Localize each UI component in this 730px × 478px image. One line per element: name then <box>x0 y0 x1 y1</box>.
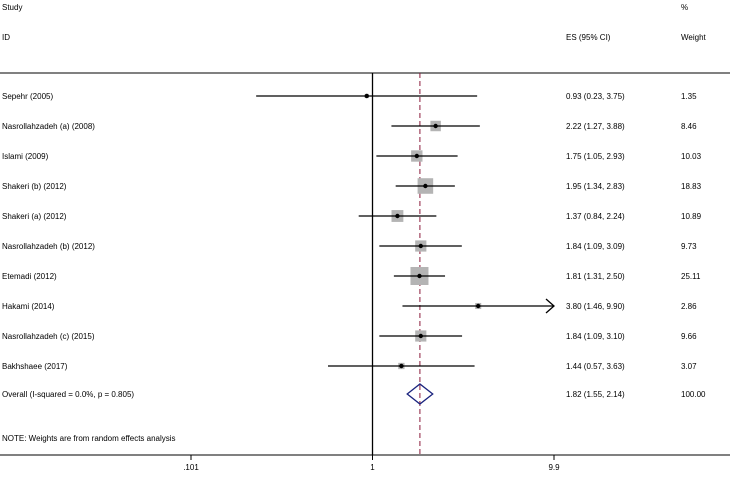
study-row: Bakhshaee (2017) 1.44 (0.57, 3.63) 3.07 <box>2 362 697 371</box>
study-rows: Sepehr (2005) 0.93 (0.23, 3.75) 1.35 Nasrol… <box>2 92 702 371</box>
study-weight-text: 10.03 <box>681 152 702 161</box>
point-estimate <box>364 93 369 99</box>
weight-percent-header: % <box>681 3 688 12</box>
point-estimate <box>395 213 400 219</box>
x-tick-label: 9.9 <box>548 463 560 472</box>
weight-column-header: Weight <box>681 33 707 42</box>
study-es-text: 1.75 (1.05, 2.93) <box>566 152 625 161</box>
study-row: Nasrollahzadeh (a) (2008) 2.22 (1.27, 3.8… <box>2 120 697 132</box>
study-row: Nasrollahzadeh (b) (2012) 1.84 (1.09, 3.0… <box>2 240 697 252</box>
study-name: Nasrollahzadeh (c) (2015) <box>2 332 95 341</box>
study-weight-text: 8.46 <box>681 122 697 131</box>
study-name: Shakeri (a) (2012) <box>2 212 67 221</box>
study-row: Shakeri (b) (2012) 1.95 (1.34, 2.83) 18.83 <box>2 178 702 194</box>
overall-weight-text: 100.00 <box>681 390 706 399</box>
study-es-text: 2.22 (1.27, 3.88) <box>566 122 625 131</box>
study-weight-text: 10.89 <box>681 212 702 221</box>
study-row: Shakeri (a) (2012) 1.37 (0.84, 2.24) 10.89 <box>2 210 702 222</box>
point-estimate <box>475 303 481 309</box>
study-es-text: 3.80 (1.46, 9.90) <box>566 302 625 311</box>
study-name: Etemadi (2012) <box>2 272 57 281</box>
study-es-text: 1.95 (1.34, 2.83) <box>566 182 625 191</box>
study-row: Hakami (2014) 3.80 (1.46, 9.90) 2.86 <box>2 298 697 314</box>
study-weight-text: 18.83 <box>681 182 702 191</box>
overall-es-text: 1.82 (1.55, 2.14) <box>566 390 625 399</box>
overall-diamond <box>406 383 434 405</box>
study-es-text: 0.93 (0.23, 3.75) <box>566 92 625 101</box>
study-es-text: 1.84 (1.09, 3.10) <box>566 332 625 341</box>
study-name: Shakeri (b) (2012) <box>2 182 67 191</box>
es-column-header: ES (95% CI) <box>566 33 611 42</box>
point-estimate <box>399 363 404 369</box>
study-row: Etemadi (2012) 1.81 (1.31, 2.50) 25.11 <box>2 267 701 285</box>
x-tick-label: 1 <box>370 463 375 472</box>
study-weight-text: 3.07 <box>681 362 697 371</box>
study-name: Nasrollahzadeh (a) (2008) <box>2 122 95 131</box>
point-estimate <box>414 153 420 159</box>
study-weight-text: 9.73 <box>681 242 697 251</box>
study-name: Islami (2009) <box>2 152 49 161</box>
ci-truncation-arrow <box>545 298 555 314</box>
study-es-text: 1.84 (1.09, 3.09) <box>566 242 625 251</box>
id-column-header: ID <box>2 33 10 42</box>
study-row: Nasrollahzadeh (c) (2015) 1.84 (1.09, 3.1… <box>2 330 697 342</box>
study-weight-text: 25.11 <box>681 272 701 281</box>
study-name: Sepehr (2005) <box>2 92 53 101</box>
study-es-text: 1.44 (0.57, 3.63) <box>566 362 625 371</box>
study-name: Nasrollahzadeh (b) (2012) <box>2 242 95 251</box>
study-name: Hakami (2014) <box>2 302 55 311</box>
study-es-text: 1.37 (0.84, 2.24) <box>566 212 625 221</box>
note-text: NOTE: Weights are from random effects an… <box>2 434 176 443</box>
study-weight-text: 9.66 <box>681 332 697 341</box>
point-estimate <box>418 333 423 339</box>
point-estimate <box>418 243 423 249</box>
point-estimate <box>433 123 438 129</box>
point-estimate <box>417 273 422 279</box>
study-name: Bakhshaee (2017) <box>2 362 68 371</box>
overall-label: Overall (I-squared = 0.0%, p = 0.805) <box>2 390 134 399</box>
study-weight-text: 2.86 <box>681 302 697 311</box>
study-row: Sepehr (2005) 0.93 (0.23, 3.75) 1.35 <box>2 92 697 101</box>
x-axis-ticks: .101 1 9.9 <box>183 455 560 472</box>
study-column-header: Study <box>2 3 22 12</box>
point-estimate <box>423 183 428 189</box>
study-es-text: 1.81 (1.31, 2.50) <box>566 272 625 281</box>
study-weight-text: 1.35 <box>681 92 697 101</box>
x-tick-label: .101 <box>183 463 199 472</box>
study-row: Islami (2009) 1.75 (1.05, 2.93) 10.03 <box>2 150 702 162</box>
